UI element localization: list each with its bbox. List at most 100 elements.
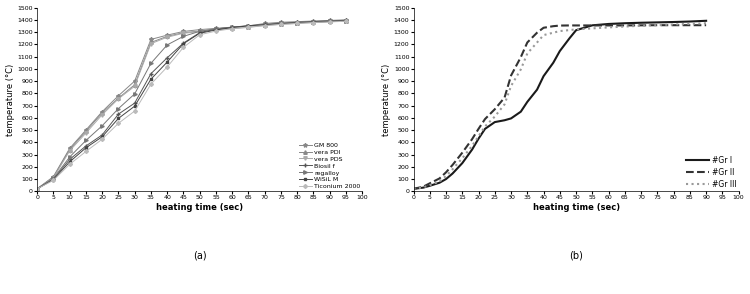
Biosil f	[98, 133, 106, 137]
#Gr III	[555, 29, 564, 33]
vera PDS	[326, 20, 334, 24]
vera PDS	[292, 22, 302, 25]
Biosil f	[341, 19, 350, 22]
GM 800	[114, 94, 123, 98]
#Gr II	[419, 185, 428, 188]
vera PDI	[114, 96, 123, 100]
#Gr III	[588, 27, 597, 30]
#Gr III	[523, 52, 532, 55]
#Gr II	[458, 151, 466, 154]
#Gr III	[419, 186, 428, 189]
Biosil f	[65, 158, 74, 161]
regalloy	[49, 177, 58, 180]
Line: vera PDI: vera PDI	[35, 19, 348, 191]
#Gr III	[435, 180, 444, 183]
Biosil f	[211, 27, 220, 31]
#Gr I	[637, 21, 646, 24]
regalloy	[114, 107, 123, 110]
#Gr II	[516, 55, 525, 59]
vera PDI	[130, 83, 140, 86]
#Gr I	[409, 187, 418, 191]
WiSiL M	[49, 178, 58, 181]
Ticonium 2000	[33, 187, 41, 191]
Ticonium 2000	[260, 24, 269, 27]
vera PDS	[98, 113, 106, 116]
X-axis label: heating time (sec): heating time (sec)	[532, 203, 620, 212]
vera PDI	[163, 35, 172, 38]
#Gr II	[474, 127, 483, 131]
#Gr II	[409, 187, 418, 191]
#Gr III	[458, 156, 466, 160]
#Gr II	[532, 31, 542, 34]
#Gr I	[572, 29, 580, 32]
#Gr II	[555, 24, 564, 27]
vera PDS	[341, 19, 350, 23]
regalloy	[260, 23, 269, 26]
WiSiL M	[260, 23, 269, 27]
Ticonium 2000	[211, 29, 220, 33]
WiSiL M	[65, 160, 74, 164]
Ticonium 2000	[49, 178, 58, 182]
Ticonium 2000	[179, 46, 188, 49]
vera PDI	[49, 176, 58, 179]
Text: (b): (b)	[569, 250, 583, 260]
#Gr II	[506, 74, 515, 77]
#Gr I	[604, 22, 613, 26]
#Gr II	[565, 24, 574, 27]
#Gr II	[523, 41, 532, 44]
vera PDI	[82, 130, 91, 133]
WiSiL M	[179, 42, 188, 46]
#Gr I	[448, 172, 457, 175]
Biosil f	[244, 24, 253, 27]
GM 800	[244, 24, 253, 28]
#Gr III	[604, 26, 613, 29]
#Gr II	[652, 24, 662, 27]
vera PDS	[228, 27, 237, 31]
vera PDS	[244, 26, 253, 29]
regalloy	[98, 124, 106, 128]
#Gr III	[506, 84, 515, 88]
WiSiL M	[244, 24, 253, 28]
#Gr II	[701, 24, 710, 27]
#Gr III	[481, 125, 490, 128]
WiSiL M	[277, 22, 286, 26]
#Gr I	[652, 21, 662, 24]
#Gr I	[588, 24, 597, 27]
#Gr II	[435, 177, 444, 180]
#Gr II	[500, 96, 509, 99]
WiSiL M	[326, 20, 334, 23]
regalloy	[163, 43, 172, 47]
vera PDS	[195, 30, 204, 34]
#Gr II	[490, 108, 500, 111]
vera PDI	[179, 31, 188, 34]
Ticonium 2000	[292, 21, 302, 25]
Biosil f	[49, 177, 58, 181]
#Gr I	[555, 49, 564, 53]
GM 800	[195, 28, 204, 31]
#Gr I	[565, 36, 574, 40]
#Gr I	[500, 118, 509, 122]
Ticonium 2000	[82, 150, 91, 153]
Ticonium 2000	[277, 23, 286, 26]
regalloy	[130, 92, 140, 96]
#Gr I	[506, 117, 515, 120]
Biosil f	[82, 144, 91, 148]
vera PDS	[65, 149, 74, 153]
Y-axis label: temperature (°C): temperature (°C)	[5, 63, 14, 136]
WiSiL M	[228, 26, 237, 29]
#Gr III	[637, 24, 646, 27]
vera PDI	[65, 148, 74, 151]
X-axis label: heating time (sec): heating time (sec)	[156, 203, 243, 212]
vera PDS	[49, 176, 58, 180]
GM 800	[49, 175, 58, 178]
#Gr III	[516, 68, 525, 71]
regalloy	[309, 20, 318, 24]
WiSiL M	[195, 31, 204, 35]
GM 800	[163, 33, 172, 37]
#Gr III	[425, 183, 434, 187]
Ticonium 2000	[195, 33, 204, 36]
vera PDI	[98, 111, 106, 115]
#Gr III	[652, 23, 662, 27]
#Gr I	[474, 137, 483, 141]
Legend: #Gr I, #Gr II, #Gr III: #Gr I, #Gr II, #Gr III	[686, 156, 736, 189]
